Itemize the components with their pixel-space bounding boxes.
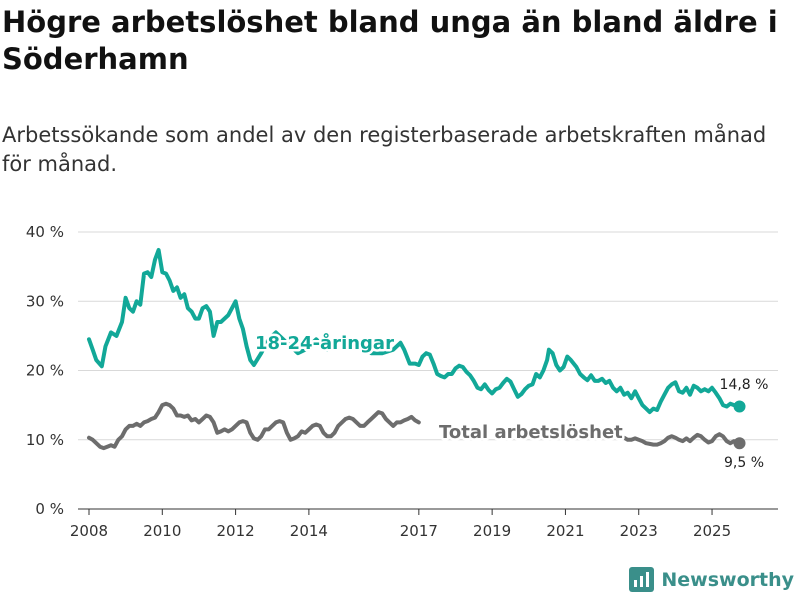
x-tick-label: 2021 bbox=[546, 522, 584, 540]
series-lines bbox=[87, 248, 746, 451]
end-value-label-total: 9,5 % bbox=[724, 455, 764, 471]
x-axis-labels: 2008 2010 2012 2014 2017 2019 2021 2023 2025 bbox=[70, 522, 731, 540]
series-label-total: Total arbetslöshet bbox=[439, 422, 623, 443]
x-tick-label: 2019 bbox=[473, 522, 511, 540]
series-line-youth bbox=[87, 248, 742, 415]
end-point-total bbox=[733, 437, 746, 450]
end-point-youth bbox=[733, 400, 746, 413]
x-tick-label: 2025 bbox=[693, 522, 731, 540]
page-title: Högre arbetslöshet bland unga än bland ä… bbox=[2, 5, 778, 76]
brand-name: Newsworthy bbox=[661, 568, 794, 591]
end-value-label-youth: 14,8 % bbox=[720, 377, 769, 393]
series-line-total bbox=[87, 401, 421, 451]
series-label-youth: 18-24-åringar bbox=[255, 332, 394, 354]
y-axis-labels: 0 % 10 % 20 % 30 % 40 % bbox=[26, 223, 64, 518]
x-tick-label: 2008 bbox=[70, 522, 108, 540]
x-tick-label: 2023 bbox=[620, 522, 658, 540]
x-axis-ticks bbox=[88, 509, 713, 515]
x-tick-label: 2017 bbox=[400, 522, 438, 540]
brand-logo: Newsworthy bbox=[629, 567, 794, 592]
bar-chart-icon bbox=[629, 567, 655, 592]
x-tick-label: 2014 bbox=[290, 522, 328, 540]
y-tick-label: 30 % bbox=[26, 292, 64, 310]
y-tick-label: 0 % bbox=[35, 500, 64, 518]
x-tick-label: 2012 bbox=[216, 522, 254, 540]
x-tick-label: 2010 bbox=[143, 522, 181, 540]
series-line-total bbox=[622, 432, 742, 447]
series-labels: 18-24-åringar Total arbetslöshet 14,8 % 9,5… bbox=[253, 330, 769, 472]
gridlines bbox=[78, 231, 778, 441]
y-tick-label: 10 % bbox=[26, 431, 64, 449]
page-subtitle: Arbetssökande som andel av den registerb… bbox=[2, 123, 767, 176]
y-tick-label: 40 % bbox=[26, 223, 64, 241]
y-tick-label: 20 % bbox=[26, 362, 64, 380]
